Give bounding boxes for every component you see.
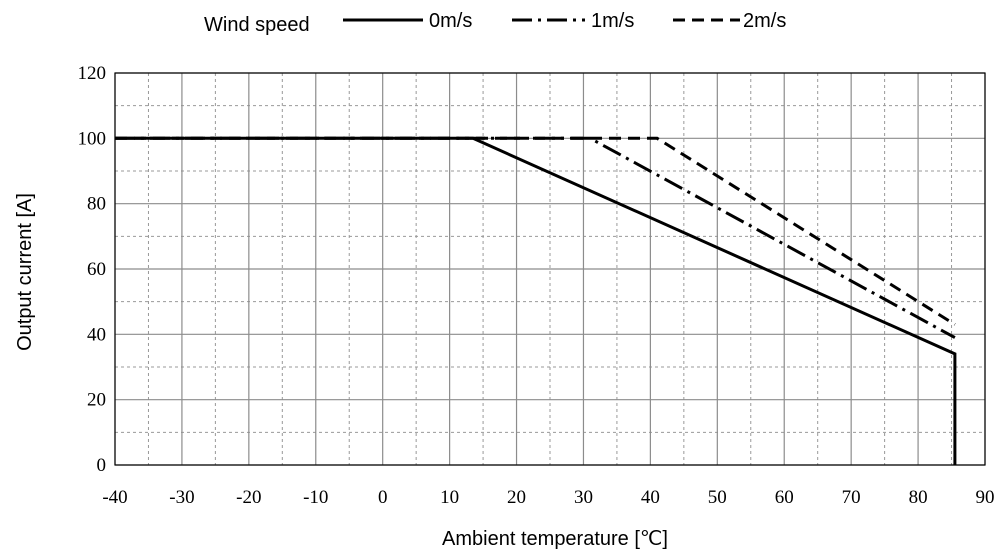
x-tick-label: -20 (236, 487, 261, 508)
x-tick-label: -40 (102, 487, 127, 508)
legend-label-2ms: 2m/s (743, 10, 786, 32)
y-tick-label: 40 (87, 324, 106, 345)
legend-label-0ms: 0m/s (429, 10, 472, 32)
y-tick-labels: 0 20 40 60 80 100 120 (78, 63, 107, 476)
x-tick-label: -30 (169, 487, 194, 508)
y-tick-label: 120 (78, 63, 107, 84)
x-axis-title: Ambient temperature [℃] (442, 528, 668, 550)
x-tick-labels: -40 -30 -20 -10 0 10 20 30 40 50 60 70 80 90 (102, 487, 994, 508)
y-tick-label: 20 (87, 390, 106, 411)
x-tick-label: 70 (842, 487, 861, 508)
x-tick-label: 80 (909, 487, 928, 508)
y-tick-label: 60 (87, 259, 106, 280)
x-tick-label: 30 (574, 487, 593, 508)
x-tick-label: 40 (641, 487, 660, 508)
x-tick-label: 10 (440, 487, 459, 508)
legend-label-1ms: 1m/s (591, 10, 634, 32)
series-line-0ms (115, 136, 957, 465)
y-axis-title: Output current [A] (14, 193, 36, 351)
x-tick-label: 90 (976, 487, 995, 508)
y-tick-label: 80 (87, 194, 106, 215)
major-grid (114, 72, 986, 466)
legend: Wind speed 0m/s 1m/s 2m/s (204, 10, 786, 36)
x-tick-label: -10 (303, 487, 328, 508)
plot-area-frame (114, 72, 986, 466)
series-line-1ms (115, 136, 956, 339)
x-tick-label: 60 (775, 487, 794, 508)
legend-title: Wind speed (204, 14, 310, 36)
series-layer (115, 136, 957, 465)
y-tick-label: 100 (78, 128, 107, 149)
x-tick-label: 0 (378, 487, 388, 508)
y-tick-label: 0 (97, 455, 107, 476)
x-tick-label: 20 (507, 487, 526, 508)
x-tick-label: 50 (708, 487, 727, 508)
